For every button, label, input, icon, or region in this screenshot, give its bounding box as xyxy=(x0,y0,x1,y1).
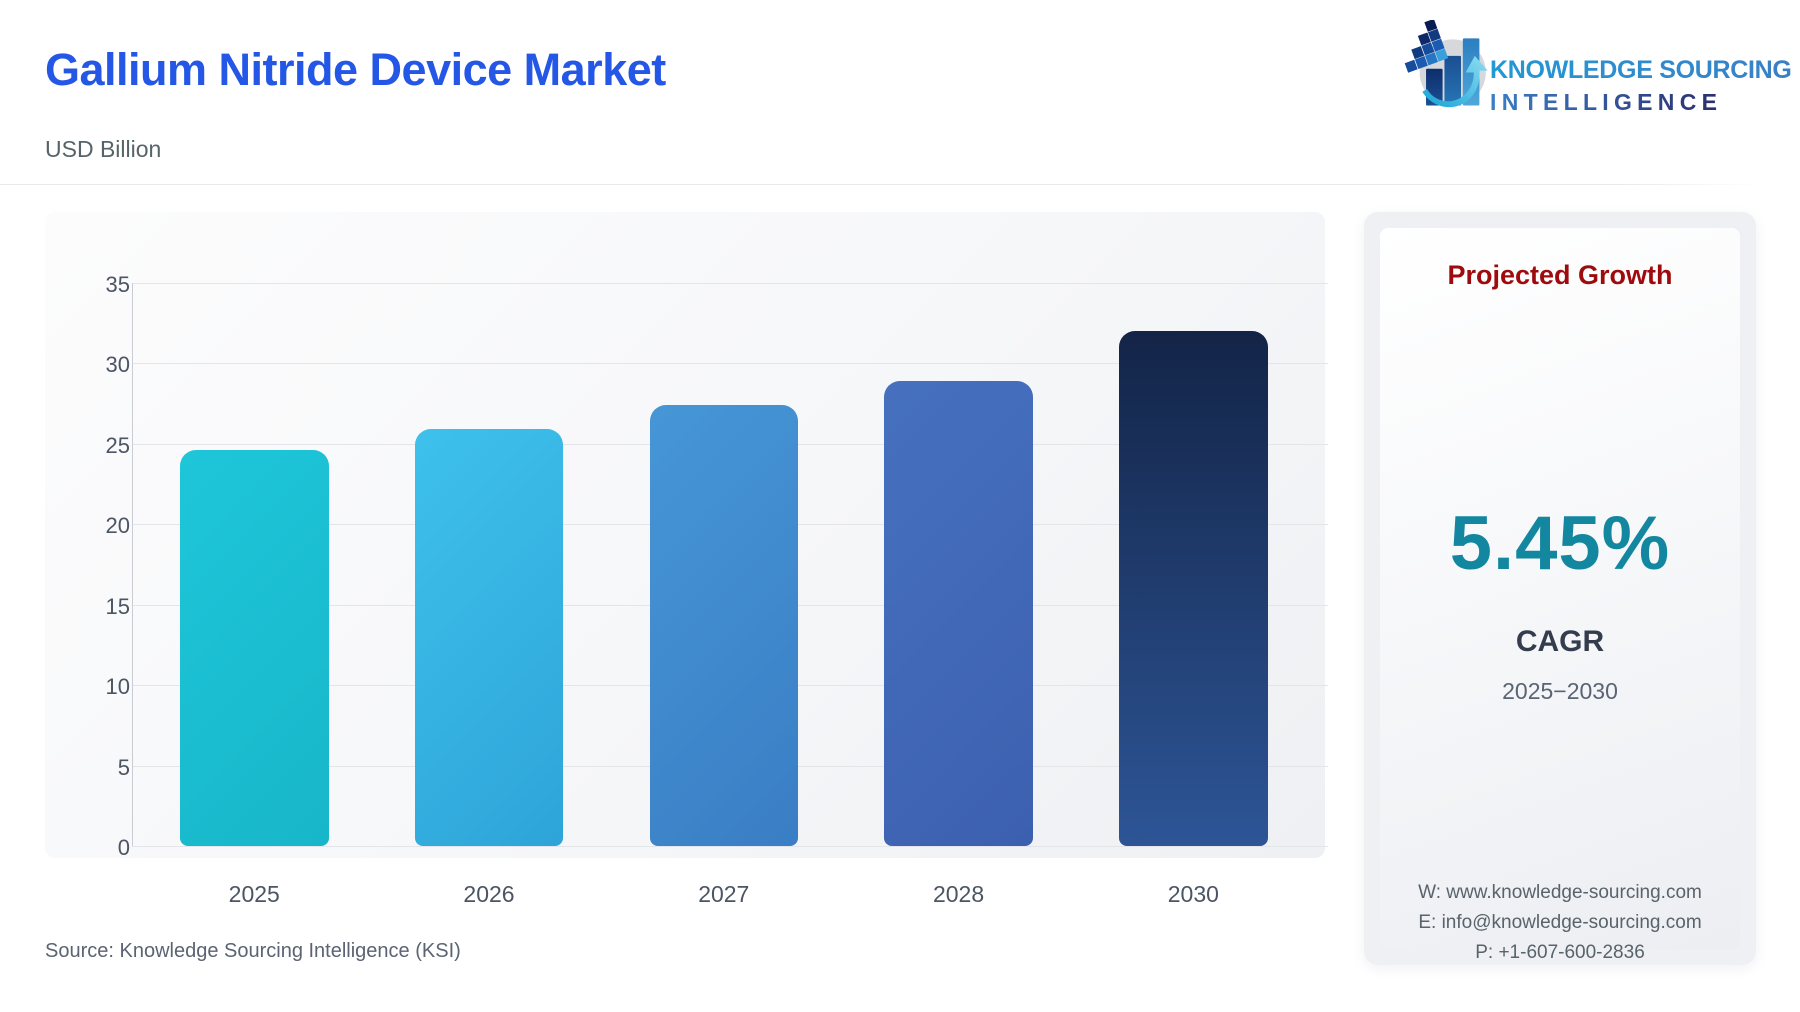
svg-text:KNOWLEDGE SOURCING: KNOWLEDGE SOURCING xyxy=(1490,56,1792,84)
svg-text:INTELLIGENCE: INTELLIGENCE xyxy=(1490,89,1722,115)
